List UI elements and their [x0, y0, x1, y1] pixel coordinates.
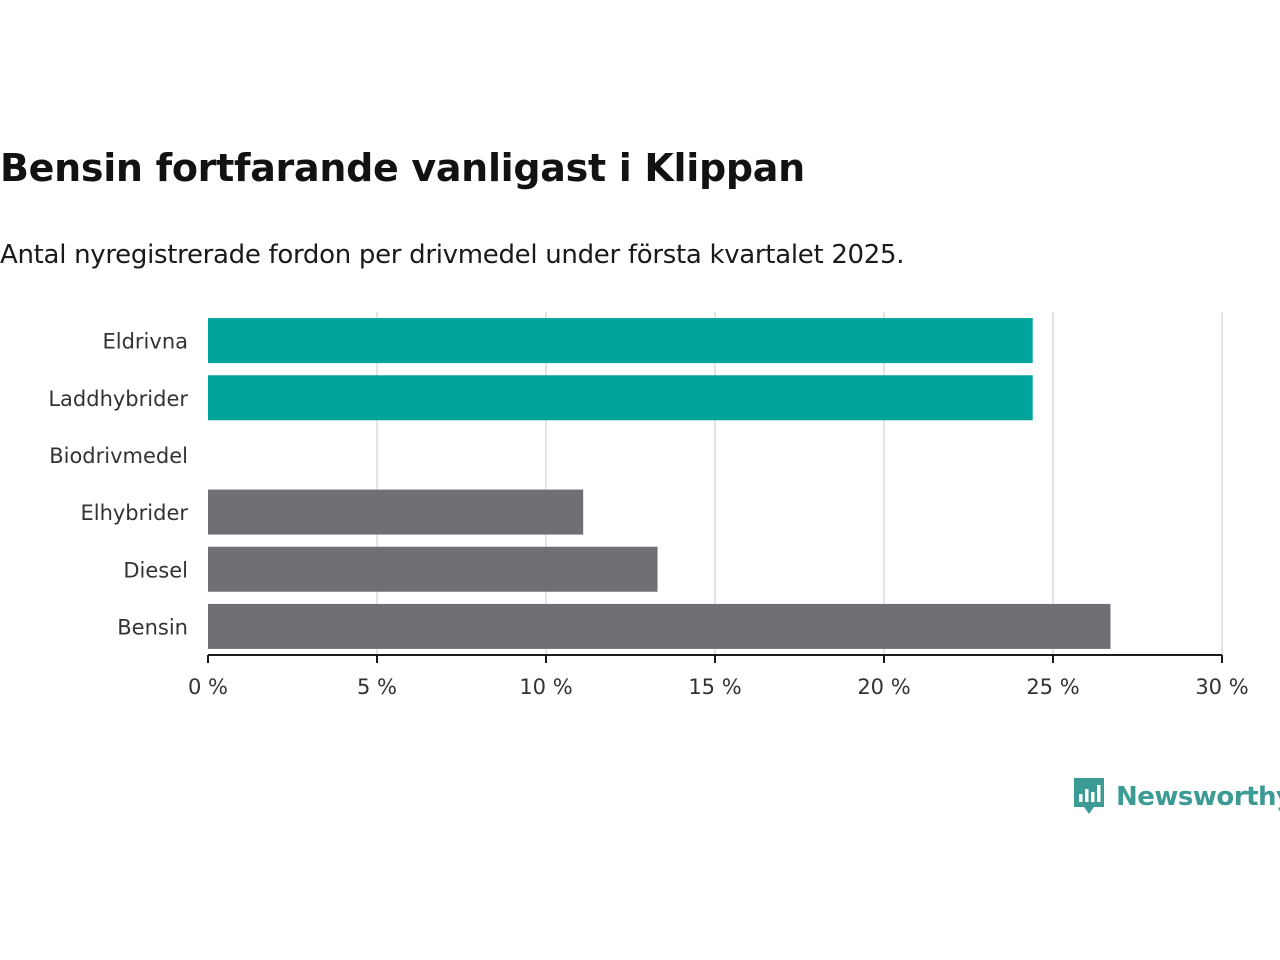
x-tick-label: 5 % [357, 675, 397, 699]
category-label: Bensin [117, 615, 188, 639]
bar-chart: Eldrivna Laddhybrider Biodrivmedel Elhybrid… [48, 312, 1249, 699]
x-tick-label: 20 % [857, 675, 910, 699]
bar [208, 375, 1033, 421]
newsworthy-logo: Newsworthy [1072, 776, 1280, 818]
chart-title: Bensin fortfarande vanligast i Klippan [0, 146, 805, 190]
x-tick-label: 10 % [519, 675, 572, 699]
bar [208, 318, 1033, 364]
x-tick-label: 0 % [188, 675, 228, 699]
x-tick-label: 15 % [688, 675, 741, 699]
brand-name: Newsworthy [1116, 782, 1280, 812]
bar [208, 489, 584, 535]
category-label: Diesel [123, 558, 188, 582]
bar [208, 603, 1111, 649]
chart-subtitle: Antal nyregistrerade fordon per drivmede… [0, 240, 905, 270]
category-label: Biodrivmedel [49, 444, 188, 468]
category-label: Laddhybrider [48, 387, 188, 411]
bar [208, 546, 658, 592]
category-label: Eldrivna [102, 330, 188, 354]
category-label: Elhybrider [80, 501, 188, 525]
newsworthy-chart-bubble-icon [1074, 778, 1104, 814]
x-tick-label: 25 % [1026, 675, 1079, 699]
x-tick-label: 30 % [1195, 675, 1248, 699]
